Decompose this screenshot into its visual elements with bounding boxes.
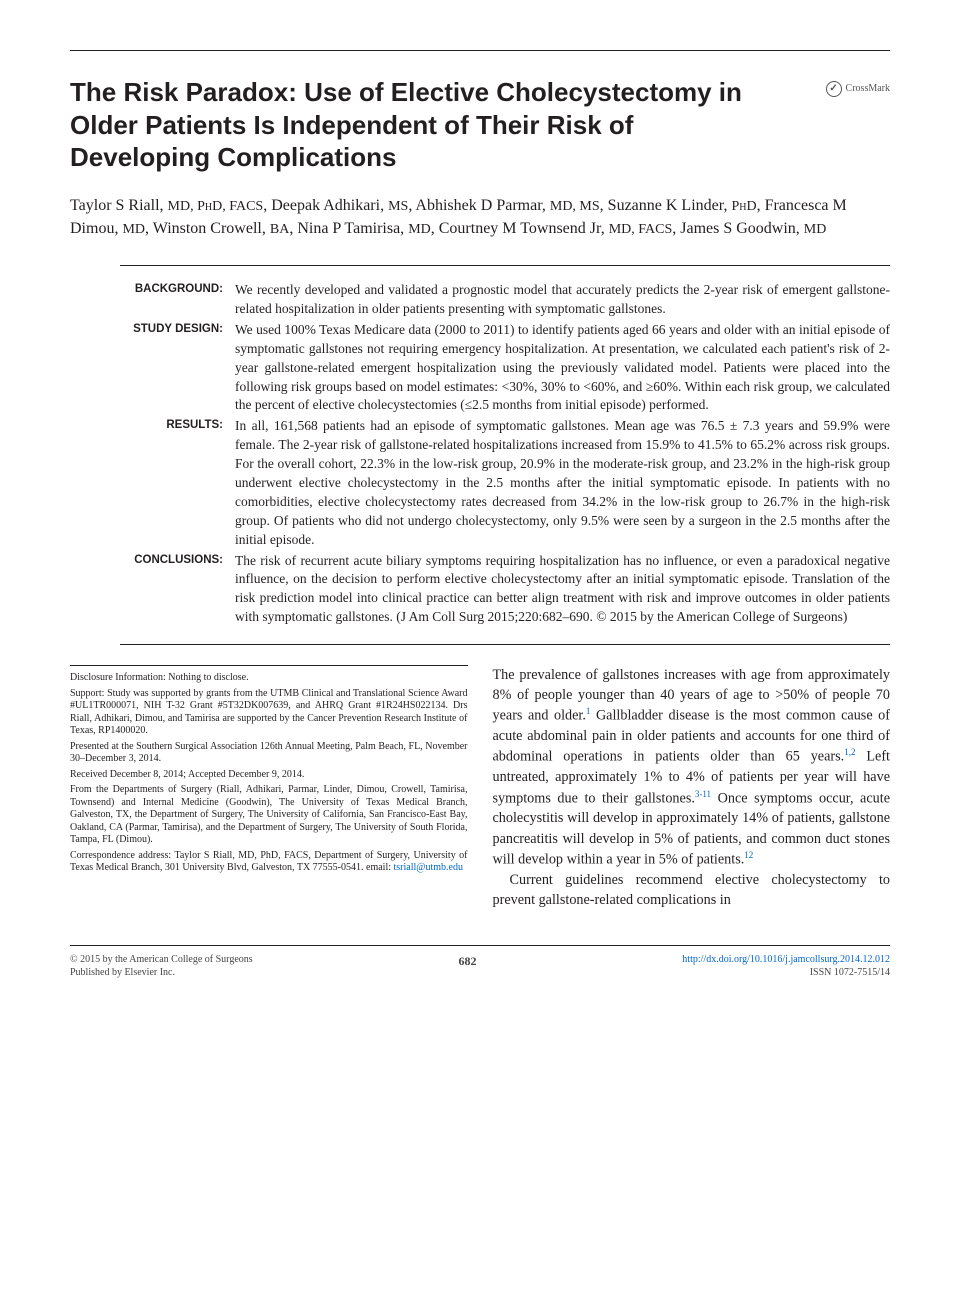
abstract-row: STUDY DESIGN:We used 100% Texas Medicare… — [120, 321, 890, 415]
abstract-text: We recently developed and validated a pr… — [235, 281, 890, 319]
body-paragraph: The prevalence of gallstones increases w… — [493, 665, 891, 870]
footnote-rule — [70, 665, 468, 666]
structured-abstract: BACKGROUND:We recently developed and val… — [120, 265, 890, 645]
two-column-body: Disclosure Information: Nothing to discl… — [70, 665, 890, 910]
crossmark-badge[interactable]: ✓ CrossMark — [826, 81, 890, 97]
copyright-line: © 2015 by the American College of Surgeo… — [70, 953, 253, 967]
abstract-label: RESULTS: — [120, 417, 235, 549]
crossmark-label: CrossMark — [846, 82, 890, 96]
doi-link[interactable]: http://dx.doi.org/10.1016/j.jamcollsurg.… — [682, 954, 890, 965]
right-column: The prevalence of gallstones increases w… — [493, 665, 891, 910]
abstract-text: In all, 161,568 patients had an episode … — [235, 417, 890, 549]
page-number: 682 — [437, 953, 497, 980]
body-paragraph: Current guidelines recommend elective ch… — [493, 870, 891, 910]
abstract-row: BACKGROUND:We recently developed and val… — [120, 281, 890, 319]
abstract-row: RESULTS:In all, 161,568 patients had an … — [120, 417, 890, 549]
footnote-line: Correspondence address: Taylor S Riall, … — [70, 850, 468, 875]
abstract-text: We used 100% Texas Medicare data (2000 t… — [235, 321, 890, 415]
publisher-line: Published by Elsevier Inc. — [70, 966, 253, 980]
footnote-line: Presented at the Southern Surgical Assoc… — [70, 741, 468, 766]
abstract-label: CONCLUSIONS: — [120, 552, 235, 628]
left-column: Disclosure Information: Nothing to discl… — [70, 665, 468, 910]
crossmark-icon: ✓ — [826, 81, 842, 97]
page-footer: © 2015 by the American College of Surgeo… — [70, 945, 890, 980]
issn-line: ISSN 1072-7515/14 — [682, 966, 890, 980]
abstract-text: The risk of recurrent acute biliary symp… — [235, 552, 890, 628]
title-block: ✓ CrossMark The Risk Paradox: Use of Ele… — [70, 76, 890, 174]
footnote-line: Received December 8, 2014; Accepted Dece… — [70, 769, 468, 782]
footnotes: Disclosure Information: Nothing to discl… — [70, 672, 468, 875]
author-list: Taylor S Riall, MD, PhD, FACS, Deepak Ad… — [70, 194, 890, 241]
footnote-line: Support: Study was supported by grants f… — [70, 688, 468, 738]
abstract-label: STUDY DESIGN: — [120, 321, 235, 415]
abstract-label: BACKGROUND: — [120, 281, 235, 319]
footer-left: © 2015 by the American College of Surgeo… — [70, 953, 253, 980]
footer-right: http://dx.doi.org/10.1016/j.jamcollsurg.… — [682, 953, 890, 980]
footnote-line: Disclosure Information: Nothing to discl… — [70, 672, 468, 685]
abstract-row: CONCLUSIONS:The risk of recurrent acute … — [120, 552, 890, 628]
top-rule — [70, 50, 890, 51]
article-title: The Risk Paradox: Use of Elective Cholec… — [70, 76, 770, 174]
footnote-line: From the Departments of Surgery (Riall, … — [70, 784, 468, 847]
